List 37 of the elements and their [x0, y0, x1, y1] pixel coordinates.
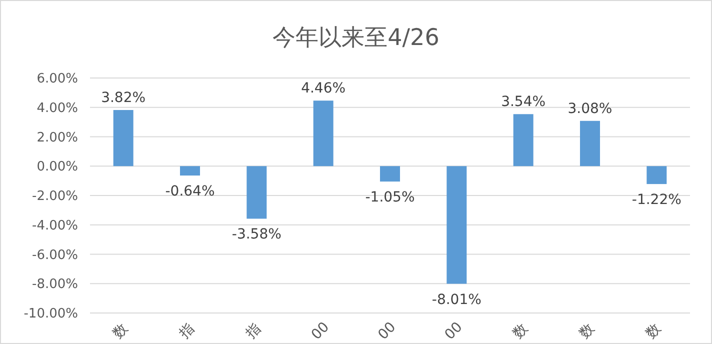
data-label: -3.58% [232, 226, 282, 243]
y-tick-label: -6.00% [32, 248, 78, 263]
chart-title: 今年以来至4/26 [272, 25, 440, 51]
x-tick-label: 00 [442, 319, 466, 344]
x-tick-label: 数 [110, 320, 132, 342]
y-tick-label: 6.00% [36, 72, 78, 87]
bar [513, 114, 534, 166]
bar [446, 166, 467, 284]
data-label: 3.54% [501, 94, 546, 110]
bar [580, 120, 600, 166]
y-tick-label: 2.00% [36, 130, 78, 146]
bar [646, 166, 667, 184]
data-label: 3.08% [568, 100, 612, 117]
data-label: 4.46% [301, 80, 346, 97]
y-tick-label: -2.00% [32, 189, 78, 204]
y-tick-label: 4.00% [36, 100, 78, 116]
x-tick-label: 00 [375, 319, 400, 344]
y-tick-label: -4.00% [32, 218, 78, 234]
bar [313, 100, 334, 166]
x-tick-label: 指 [176, 320, 198, 342]
bar [113, 110, 134, 166]
x-tick-label: 数 [643, 320, 664, 342]
data-label: -8.01% [432, 292, 482, 308]
data-label: -1.05% [365, 190, 415, 206]
x-tick-label: 指 [242, 320, 264, 342]
data-label: 3.82% [101, 90, 146, 106]
bar [380, 166, 400, 182]
y-tick-label: 0.00% [36, 160, 78, 175]
x-tick-label: 数 [576, 320, 598, 342]
x-tick-label: 数 [510, 320, 532, 342]
bar [180, 166, 200, 176]
y-tick-label: -10.00% [24, 306, 78, 322]
data-label: -1.22% [632, 192, 682, 208]
data-label: -0.64% [165, 184, 215, 200]
y-tick-label: -8.00% [32, 277, 78, 292]
bar [246, 166, 267, 219]
x-tick-label: 00 [308, 319, 332, 344]
